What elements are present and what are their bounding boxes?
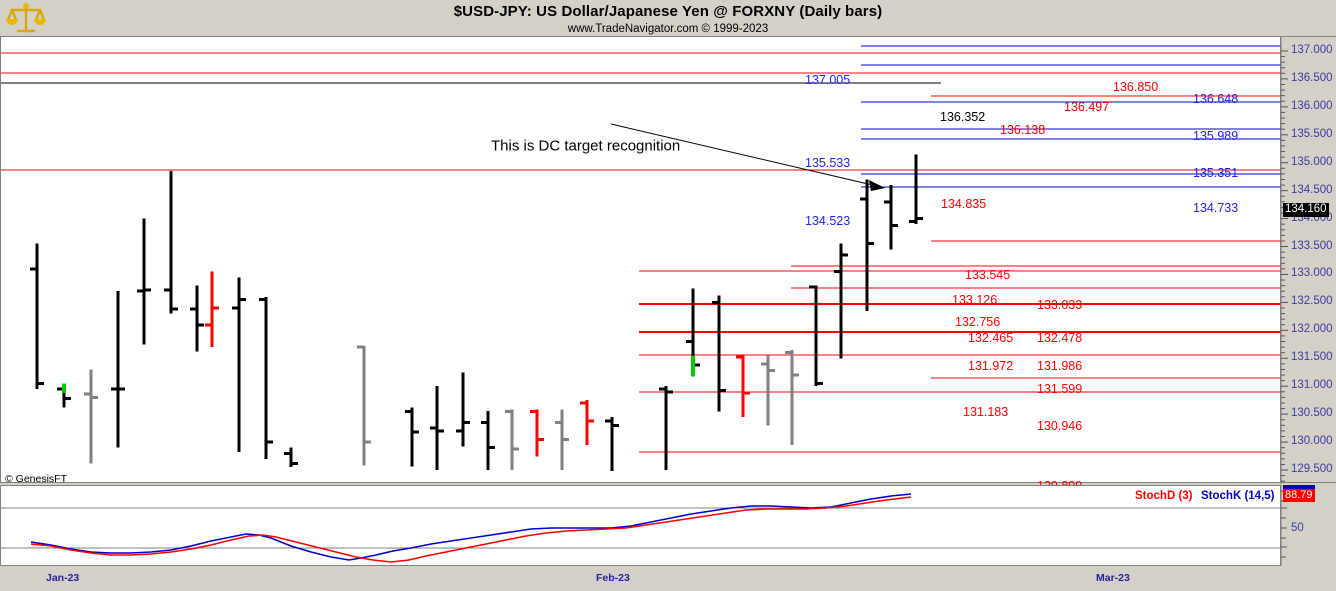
stochastic-axis[interactable]: 88.79 50	[1280, 485, 1336, 566]
ohlc-bar	[111, 291, 125, 448]
ohlc-bar	[456, 372, 470, 447]
ohlc-bar	[259, 296, 273, 459]
level-label-blue-right-0: 136.648	[1193, 92, 1239, 106]
price-axis-tick-label: 136.000	[1291, 99, 1333, 112]
level-label-blue-right-2: 135.351	[1193, 166, 1239, 180]
stochastic-plot	[1, 493, 1282, 563]
price-axis-tick-label: 135.500	[1291, 127, 1333, 140]
price-axis[interactable]: 137.000 136.500 136.000 135.500 135.000 134.5…	[1280, 36, 1336, 484]
scales-of-justice-icon	[4, 1, 48, 35]
annotation-text: This is DC target recognition	[491, 137, 681, 155]
ohlc-bar	[761, 355, 775, 426]
level-label-blue-left-0: 137.005	[805, 73, 851, 87]
ohlc-bar	[505, 409, 519, 471]
ohlc-bar	[284, 447, 298, 468]
ohlc-bar	[785, 349, 799, 445]
ohlc-bars-layer	[30, 154, 923, 472]
price-axis-tick-label: 131.500	[1291, 351, 1333, 364]
price-axis-tick-label: 133.000	[1291, 267, 1333, 280]
stochastic-pane[interactable]: StochD (3) StochK (14,5)	[0, 485, 1282, 566]
ohlc-bar	[530, 409, 544, 457]
subtitle: www.TradeNavigator.com © 1999-2023	[567, 23, 769, 35]
ohlc-bar	[555, 409, 569, 471]
ohlc-bar	[659, 386, 673, 471]
price-axis-tick-label: 132.500	[1291, 295, 1333, 308]
price-axis-tick-label: 137.000	[1291, 43, 1333, 56]
ohlc-bar	[357, 345, 371, 466]
level-label-red-1: 136.497	[1064, 100, 1110, 114]
ohlc-bar	[712, 295, 726, 412]
ohlc-bar	[190, 285, 204, 352]
price-axis-tick-label: 130.500	[1291, 407, 1333, 420]
stoch-mid-label: 50	[1291, 522, 1304, 534]
ohlc-bar	[605, 416, 619, 472]
level-label-red-3: 134.835	[941, 197, 987, 211]
ohlc-bar	[405, 407, 419, 467]
annotation-arrow-icon	[610, 123, 885, 191]
ohlc-bar	[481, 410, 495, 471]
level-label-red-8: 132.465	[968, 331, 1014, 345]
level-label-red-12: 131.599	[1037, 382, 1083, 396]
price-axis-tick-label: 134.500	[1291, 183, 1333, 196]
level-label-blue-right-3: 134.733	[1193, 201, 1239, 215]
level-label-red-4: 133.545	[965, 268, 1011, 282]
ohlc-bar	[84, 369, 98, 464]
level-label-blue-right-1: 135.989	[1193, 129, 1239, 143]
ohlc-bar	[580, 400, 594, 445]
level-label-red-0: 136.850	[1113, 80, 1159, 94]
level-label-blue-left-2: 134.523	[805, 214, 851, 228]
page-title: $USD-JPY: US Dollar/Japanese Yen @ FORXN…	[453, 3, 883, 20]
price-axis-tick-label: 133.500	[1291, 239, 1333, 252]
level-label-red-11: 131.986	[1037, 359, 1083, 373]
price-axis-tick-label: 134.000	[1291, 211, 1333, 224]
price-axis-tick-label: 132.000	[1291, 323, 1333, 336]
ohlc-bar	[232, 277, 246, 453]
level-label-black-0: 136.352	[940, 110, 986, 124]
ohlc-bar	[909, 154, 923, 225]
ohlc-bar	[205, 271, 219, 348]
level-label-red-14: 130.946	[1037, 419, 1083, 433]
price-chart-pane[interactable]: This is DC target recognition © GenesisF…	[0, 36, 1282, 485]
ohlc-bar	[860, 179, 874, 311]
last-price-badge: 134.160	[1283, 203, 1329, 217]
level-label-red-5: 133.126	[952, 293, 998, 307]
ohlc-bar	[430, 386, 444, 471]
price-axis-tick-label: 135.000	[1291, 155, 1333, 168]
date-label-feb: Feb-23	[596, 572, 630, 584]
axis-ticks	[1280, 37, 1288, 484]
ohlc-bar	[736, 355, 750, 417]
price-axis-tick-label: 136.500	[1291, 71, 1333, 84]
date-label-mar: Mar-23	[1096, 572, 1130, 584]
legend-stochd: StochD (3)	[1135, 490, 1193, 502]
level-label-red-6: 133.033	[1037, 298, 1083, 312]
level-label-red-10: 131.972	[968, 359, 1014, 373]
ohlc-bar	[809, 285, 823, 387]
stoch-badge-cap	[1283, 485, 1315, 490]
date-axis[interactable]: Jan-23 Feb-23 Mar-23	[0, 566, 1336, 591]
ohlc-bar	[884, 185, 898, 250]
level-label-red-9: 132.478	[1037, 331, 1083, 345]
watermark: © GenesisFT	[5, 473, 68, 485]
date-label-jan: Jan-23	[46, 572, 80, 584]
ohlc-bar	[137, 218, 151, 345]
ohlc-bar	[164, 171, 178, 314]
legend-stochk: StochK (14,5)	[1201, 490, 1275, 502]
ohlc-bar	[30, 243, 44, 390]
level-label-red-13: 131.183	[963, 405, 1009, 419]
price-axis-tick-label: 131.000	[1291, 379, 1333, 392]
level-label-red-2: 136.138	[1000, 123, 1046, 137]
ohlc-bar	[834, 243, 848, 359]
level-label-red-7: 132.756	[955, 315, 1001, 329]
price-axis-tick-label: 130.000	[1291, 435, 1333, 448]
level-label-blue-left-1: 135.533	[805, 156, 851, 170]
stoch-last-value: 88.79	[1283, 489, 1315, 502]
price-axis-tick-label: 129.500	[1291, 463, 1333, 476]
